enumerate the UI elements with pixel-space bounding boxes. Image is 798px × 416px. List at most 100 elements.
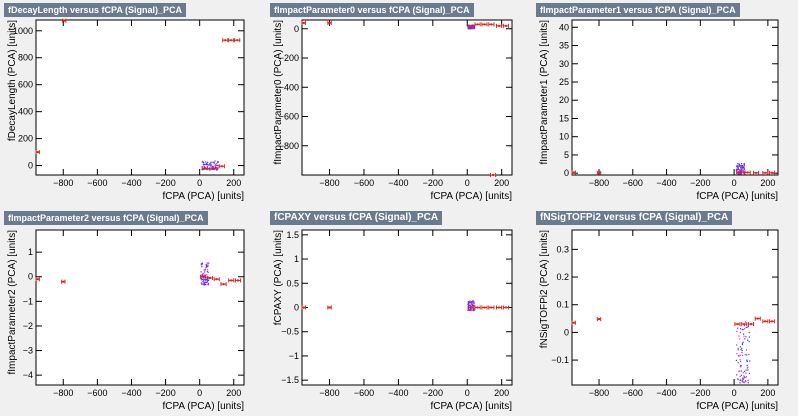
scatter-point (737, 378, 739, 380)
scatter-point (743, 377, 745, 379)
scatter-point (470, 28, 472, 30)
scatter-point (745, 369, 747, 371)
scatter-point (473, 27, 476, 29)
y-tick-label: 1.5 (286, 230, 299, 240)
scatter-point (210, 165, 212, 167)
scatter-point (205, 279, 207, 281)
scatter-point (201, 161, 204, 163)
scatter-point (742, 371, 744, 374)
profile-point (234, 38, 241, 43)
scatter-point (741, 171, 744, 173)
scatter-point (739, 379, 741, 381)
scatter-point (740, 162, 743, 165)
scatter-point (206, 168, 208, 171)
profile-point (234, 278, 242, 283)
scatter-point (471, 27, 473, 30)
profile-point (481, 305, 488, 310)
scatter-point (467, 302, 469, 304)
scatter-point (737, 164, 739, 166)
scatter-point (742, 341, 744, 343)
y-tick-label: 10 (559, 132, 569, 142)
x-tick-label: 0 (732, 178, 737, 188)
scatter-point (473, 303, 475, 305)
scatter-point (742, 169, 744, 171)
y-tick-label: 15 (559, 113, 569, 123)
scatter-point (745, 372, 747, 374)
y-tick-label: −4 (23, 370, 33, 380)
x-tick-label: 0 (465, 388, 470, 398)
scatter-point (202, 281, 205, 283)
scatter-point (736, 165, 738, 167)
scatter-point (743, 168, 746, 170)
x-axis-label: fCPA (PCA) [units] (696, 191, 778, 202)
scatter-point (738, 370, 741, 372)
scatter-point (200, 271, 202, 273)
scatter-point (735, 344, 738, 346)
profile-point (209, 166, 218, 171)
x-tick-label: −800 (319, 388, 339, 398)
scatter-point (201, 283, 203, 285)
scatter-point (739, 359, 741, 361)
scatter-point (747, 366, 749, 368)
profile-point (327, 20, 332, 25)
plot-frame (571, 229, 779, 386)
scatter-point (201, 266, 203, 268)
scatter-point (742, 381, 744, 383)
scatter-point (201, 283, 203, 286)
x-tick-label: −200 (423, 178, 443, 188)
scatter-point (739, 169, 741, 171)
scatter-point (205, 164, 207, 166)
scatter-point (202, 163, 204, 166)
profile-point (327, 305, 332, 310)
scatter-point (469, 301, 471, 303)
profile-point (467, 24, 474, 29)
scatter-point (205, 264, 208, 266)
scatter-point (205, 278, 207, 280)
scatter-point (471, 300, 473, 303)
plot-frame (35, 19, 245, 176)
y-tick-label: 35 (559, 41, 569, 51)
profile-point (762, 319, 769, 324)
x-tick-label: −600 (354, 178, 374, 188)
scatter-point (203, 165, 205, 167)
x-tick-label: −200 (690, 178, 710, 188)
x-tick-label: −200 (155, 388, 175, 398)
chart-panel-2: −800 −600 −400 −200 0 200 −800 −600 −400 −200 0 fCP… (266, 0, 532, 208)
y-tick-label: 200 (18, 134, 33, 144)
scatter-point (202, 279, 205, 281)
y-tick-label: −1 (289, 351, 299, 361)
y-tick-label: −1 (23, 296, 33, 306)
scatter-point (742, 377, 744, 379)
x-tick-label: −400 (121, 388, 141, 398)
profile-point (467, 305, 474, 310)
scatter-point (473, 309, 475, 312)
scatter-point (201, 262, 204, 264)
scatter-point (746, 360, 749, 363)
scatter-point (204, 275, 206, 277)
scatter-point (746, 359, 748, 361)
scatter-point (738, 164, 741, 166)
x-tick-label: −200 (690, 388, 710, 398)
scatter-point (206, 271, 208, 273)
chart-svg: −800 −600 −400 −200 0 200 −4 −3 −2 −1 0 1 fCPA (PCA)… (7, 229, 245, 412)
y-tick-label: −600 (279, 112, 299, 122)
scatter-point (205, 168, 207, 170)
scatter-point (743, 381, 745, 383)
chart-panel-3: −800 −600 −400 −200 0 200 0 5 10 15 20 25 30 35 40 fCPA… (532, 0, 798, 208)
profile-point (502, 305, 510, 310)
scatter-point (473, 301, 475, 303)
scatter-point (471, 304, 474, 306)
scatter-point (746, 360, 748, 362)
profile-point (744, 170, 751, 175)
scatter-point (743, 163, 746, 165)
scatter-point (207, 276, 209, 278)
scatter-point (210, 164, 212, 166)
scatter-point (742, 380, 744, 382)
scatter-point (741, 344, 744, 346)
scatter-point (742, 171, 744, 174)
profile-point (218, 164, 225, 169)
plot-frame (301, 19, 513, 176)
scatter-point (207, 262, 209, 264)
scatter-point (208, 262, 210, 264)
plot-frame (35, 229, 245, 386)
